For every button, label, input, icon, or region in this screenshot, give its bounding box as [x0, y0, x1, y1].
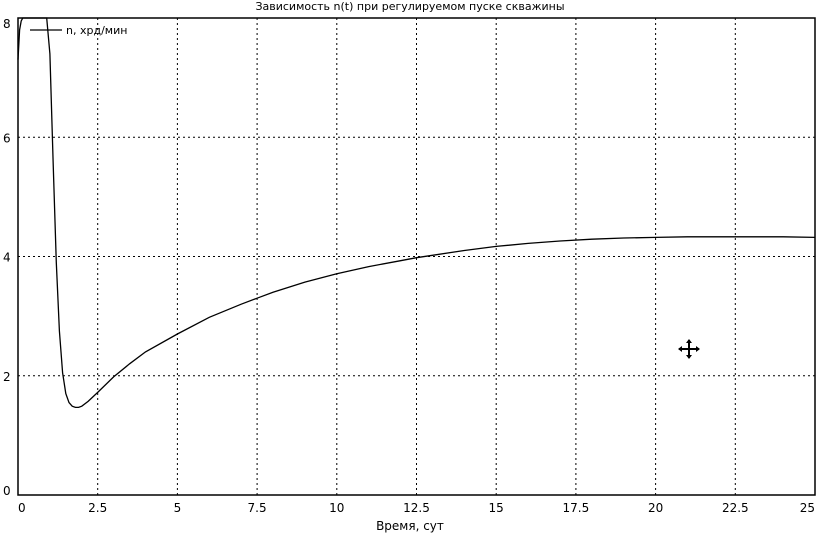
legend-label: n, хрд/мин — [66, 24, 127, 37]
x-axis-label: Время, сут — [376, 519, 444, 533]
series-line-n — [17, 17, 816, 409]
y-tick-label: 0 — [3, 484, 11, 498]
y-tick-label: 6 — [3, 131, 11, 145]
x-axis-ticks: 0 2.5 5 7.5 10 12.5 15 17.5 20 22.5 25 — [18, 501, 815, 515]
chart-title: Зависимость n(t) при регулируемом пуске … — [255, 0, 564, 13]
grid — [18, 18, 815, 495]
x-tick-label: 0 — [18, 501, 26, 515]
x-tick-label: 7.5 — [248, 501, 267, 515]
y-tick-label: 4 — [3, 251, 11, 265]
x-tick-label: 5 — [174, 501, 182, 515]
plot-frame — [17, 17, 816, 496]
move-cursor-icon — [678, 339, 700, 359]
x-tick-label: 15 — [489, 501, 504, 515]
x-tick-label: 2.5 — [88, 501, 107, 515]
x-tick-label: 25 — [800, 501, 815, 515]
y-axis-ticks: 0 2 4 6 8 — [3, 17, 11, 498]
x-tick-label: 17.5 — [563, 501, 590, 515]
x-tick-label: 10 — [329, 501, 344, 515]
x-tick-label: 12.5 — [403, 501, 430, 515]
y-tick-label: 8 — [3, 17, 11, 31]
x-tick-label: 20 — [648, 501, 663, 515]
y-tick-label: 2 — [3, 370, 11, 384]
x-tick-label: 22.5 — [722, 501, 749, 515]
